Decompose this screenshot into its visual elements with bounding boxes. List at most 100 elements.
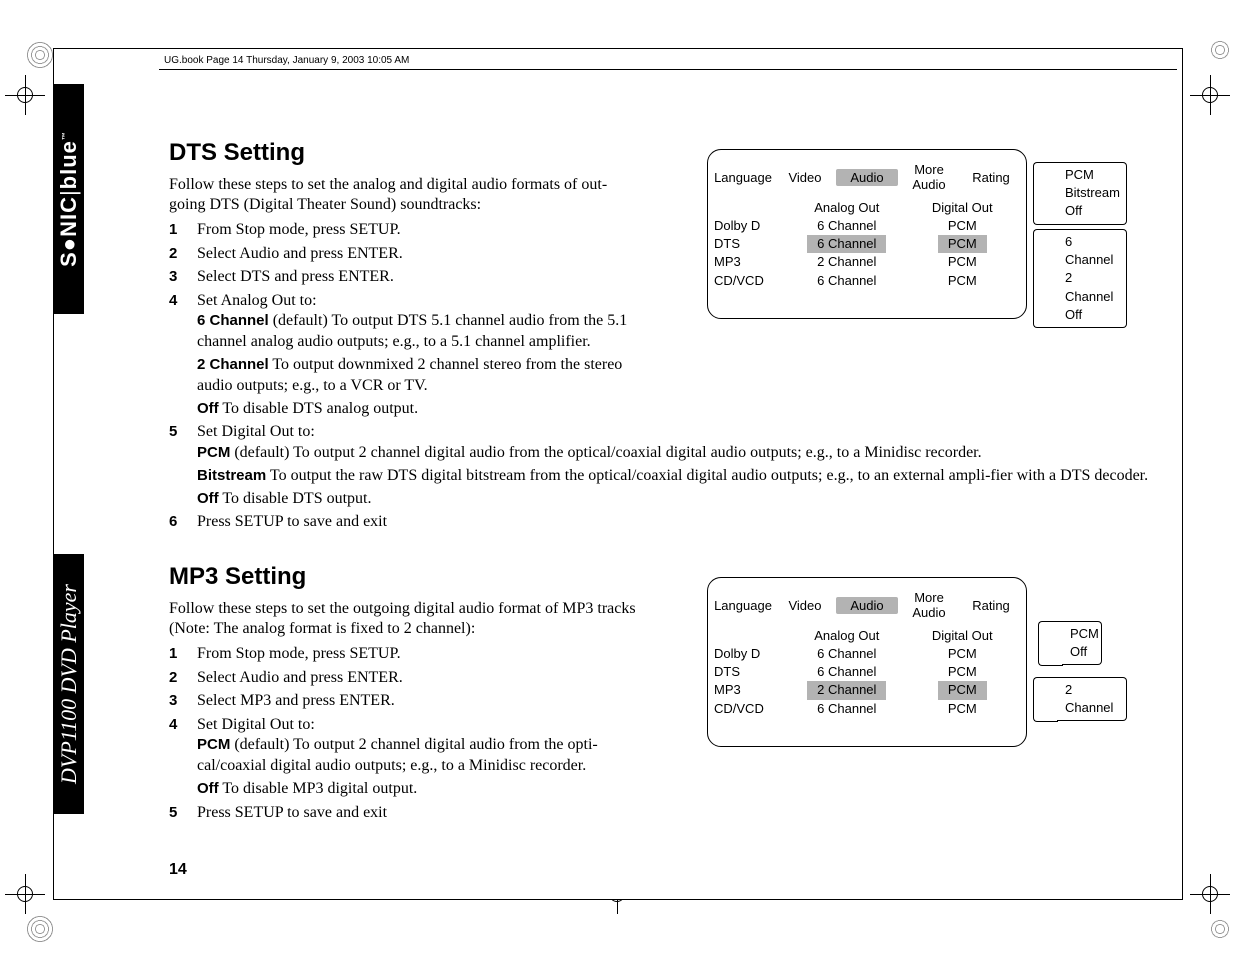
step: From Stop mode, press SETUP. xyxy=(169,643,629,665)
osd-row: Dolby D 6 Channel PCM xyxy=(708,645,1026,663)
osd-tab-selected: Audio xyxy=(836,597,898,614)
osd-row-label: DTS xyxy=(714,663,789,681)
step-text: Set Digital Out to: xyxy=(197,423,315,440)
callout-item: Off xyxy=(1065,202,1118,220)
osd-tab: Language xyxy=(712,170,774,185)
osd-row: Dolby D 6 Channel PCM xyxy=(708,217,1026,235)
callout-item: Off xyxy=(1065,306,1118,324)
osd-row-label: Dolby D xyxy=(714,645,789,663)
option: Off To disable DTS analog output. xyxy=(197,399,657,420)
registration-mark xyxy=(25,914,55,944)
option: Off To disable MP3 digital output. xyxy=(197,779,657,800)
osd-dts-menu: Language Video Audio More Audio Rating A… xyxy=(707,149,1027,319)
option-label: PCM xyxy=(197,736,230,753)
osd-cell: PCM xyxy=(938,217,987,235)
osd-cell-selected: 2 Channel xyxy=(807,681,886,699)
osd-grid-head: Analog Out Digital Out xyxy=(708,628,1026,645)
option-desc: To disable DTS output. xyxy=(219,490,372,507)
running-header: UG.book Page 14 Thursday, January 9, 200… xyxy=(164,55,1172,66)
osd-col-header: Digital Out xyxy=(905,628,1020,645)
osd-cell-selected: PCM xyxy=(938,235,987,253)
option-desc: To disable DTS analog output. xyxy=(219,400,418,417)
registration-mark xyxy=(1210,40,1230,60)
callout-item: 2 Channel xyxy=(1065,681,1118,717)
callout-dts-digital: PCM Bitstream Off xyxy=(1057,162,1127,225)
product-text: DVP1100 DVD Player xyxy=(56,584,82,784)
option: 2 Channel To output downmixed 2 channel … xyxy=(197,355,657,397)
step: Press SETUP to save and exit xyxy=(169,511,1129,533)
crop-mark xyxy=(1190,75,1230,115)
osd-row-label: CD/VCD xyxy=(714,700,789,718)
osd-row: DTS 6 Channel PCM xyxy=(708,235,1026,253)
osd-row-label: CD/VCD xyxy=(714,272,789,290)
osd-tab: More Audio xyxy=(898,590,960,620)
page-number: 14 xyxy=(169,861,187,879)
option-label: 2 Channel xyxy=(197,356,269,373)
osd-cell-selected: 6 Channel xyxy=(807,235,886,253)
osd-row-label: MP3 xyxy=(714,253,789,271)
option-desc: (default) To output 2 channel digital au… xyxy=(197,736,598,774)
crop-mark xyxy=(1190,874,1230,914)
osd-row: MP3 2 Channel PCM xyxy=(708,681,1026,699)
callout-item: 6 Channel xyxy=(1065,233,1118,269)
brand-text: S●NIC|blue™ xyxy=(56,131,82,267)
option-label: PCM xyxy=(197,444,230,461)
osd-cell-selected: PCM xyxy=(938,681,987,699)
osd-col-header: Analog Out xyxy=(789,628,904,645)
step-text: Set Analog Out to: xyxy=(197,292,317,309)
osd-tab-selected: Audio xyxy=(836,169,898,186)
option-label: Off xyxy=(197,490,219,507)
dts-intro: Follow these steps to set the analog and… xyxy=(169,175,639,215)
osd-col-header: Digital Out xyxy=(905,200,1020,217)
osd-tab: Video xyxy=(774,170,836,185)
callout-mp3-analog: 2 Channel xyxy=(1057,677,1127,721)
osd-row: DTS 6 Channel PCM xyxy=(708,663,1026,681)
option-label: Off xyxy=(197,780,219,797)
osd-row-label: DTS xyxy=(714,235,789,253)
osd-cell: PCM xyxy=(938,700,987,718)
option-desc: To output the raw DTS digital bitstream … xyxy=(266,467,1148,484)
mp3-intro: Follow these steps to set the outgoing d… xyxy=(169,599,639,639)
option: 6 Channel (default) To output DTS 5.1 ch… xyxy=(197,311,657,353)
step-text: Set Digital Out to: xyxy=(197,716,315,733)
crop-mark xyxy=(5,874,45,914)
registration-mark xyxy=(1210,919,1230,939)
brand-tab: S●NIC|blue™ xyxy=(54,84,84,314)
option: PCM (default) To output 2 channel digita… xyxy=(197,735,657,777)
step: Select DTS and press ENTER. xyxy=(169,266,629,288)
osd-grid-head: Analog Out Digital Out xyxy=(708,200,1026,217)
option-desc: To disable MP3 digital output. xyxy=(219,780,418,797)
crop-mark xyxy=(5,75,45,115)
callout-dts-analog: 6 Channel 2 Channel Off xyxy=(1057,229,1127,328)
osd-mp3-menu: Language Video Audio More Audio Rating A… xyxy=(707,577,1027,747)
option-label: 6 Channel xyxy=(197,312,269,329)
option: Off To disable DTS output. xyxy=(197,489,1157,510)
callout-item: Bitstream xyxy=(1065,184,1118,202)
callout-item: PCM xyxy=(1070,625,1093,643)
osd-tab: Rating xyxy=(960,598,1022,613)
option-desc: (default) To output 2 channel digital au… xyxy=(230,444,981,461)
osd-cell: PCM xyxy=(938,663,987,681)
osd-row: CD/VCD 6 Channel PCM xyxy=(708,272,1026,290)
osd-row-label: MP3 xyxy=(714,681,789,699)
registration-mark xyxy=(25,40,55,70)
option-label: Off xyxy=(197,400,219,417)
osd-cell: 6 Channel xyxy=(807,272,886,290)
callout-item: Off xyxy=(1070,643,1093,661)
step: Set Digital Out to: PCM (default) To out… xyxy=(169,714,629,800)
osd-row: CD/VCD 6 Channel PCM xyxy=(708,700,1026,718)
step: From Stop mode, press SETUP. xyxy=(169,219,629,241)
osd-cell: 6 Channel xyxy=(807,217,886,235)
osd-cell: PCM xyxy=(938,253,987,271)
osd-tabs: Language Video Audio More Audio Rating xyxy=(708,150,1026,200)
osd-row-label: Dolby D xyxy=(714,217,789,235)
osd-tab: More Audio xyxy=(898,162,960,192)
option: Bitstream To output the raw DTS digital … xyxy=(197,466,1157,487)
osd-cell: PCM xyxy=(938,272,987,290)
step: Set Digital Out to: PCM (default) To out… xyxy=(169,421,1129,509)
header-rule xyxy=(159,69,1177,70)
step: Select Audio and press ENTER. xyxy=(169,667,629,689)
product-tab: DVP1100 DVD Player xyxy=(54,554,84,814)
step: Press SETUP to save and exit xyxy=(169,802,629,824)
page-frame: UG.book Page 14 Thursday, January 9, 200… xyxy=(53,48,1183,900)
